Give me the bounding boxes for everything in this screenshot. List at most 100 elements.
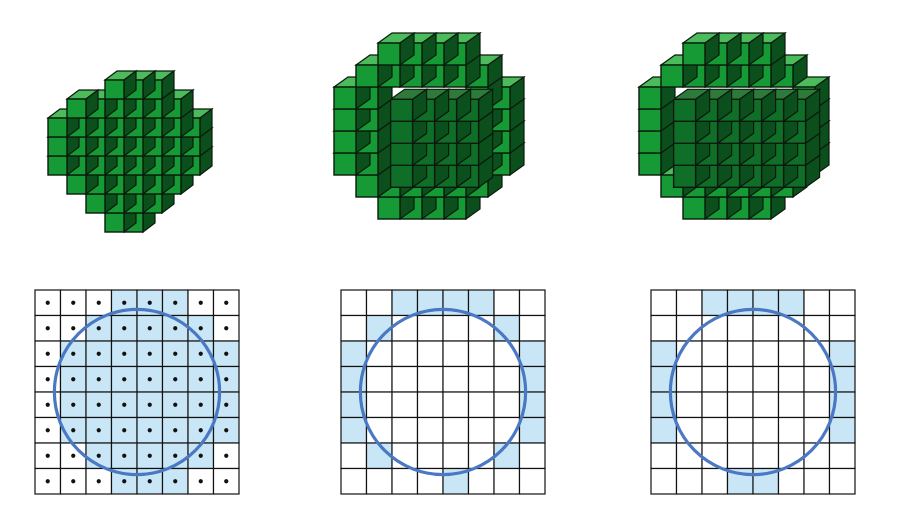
grid-cell-filled: [518, 416, 546, 444]
voxel-cube: [376, 31, 416, 67]
voxel-shape-thick-ring: [637, 31, 831, 221]
grid-cell: [442, 416, 470, 444]
grid-cell: [752, 314, 780, 342]
grid-filled: [34, 289, 240, 495]
grid-cell: [442, 365, 470, 393]
grid-cell: [467, 391, 495, 419]
grid-cell: [701, 467, 729, 495]
sample-dot: [198, 351, 203, 356]
grid-cell: [493, 467, 521, 495]
grid-cell: [416, 442, 444, 470]
sample-dot: [45, 479, 50, 484]
grid-cell: [391, 365, 419, 393]
grid-cell: [650, 289, 678, 317]
raster-grid-filled: [34, 289, 240, 495]
sample-dot: [147, 479, 152, 484]
grid-cell: [340, 467, 368, 495]
grid-cell: [416, 391, 444, 419]
sample-dot: [198, 453, 203, 458]
grid-cell: [777, 467, 805, 495]
grid-cell: [726, 365, 754, 393]
sample-dot: [96, 453, 101, 458]
grid-cell: [518, 467, 546, 495]
sample-dot: [122, 326, 127, 331]
grid-cell: [828, 289, 856, 317]
sample-dot: [173, 428, 178, 433]
grid-cell: [777, 365, 805, 393]
grid-cell: [442, 391, 470, 419]
sample-dot: [122, 453, 127, 458]
grid-cell-filled: [365, 442, 393, 470]
grid-cell-filled: [650, 340, 678, 368]
grid-cell: [365, 365, 393, 393]
sample-dot: [96, 402, 101, 407]
grid-cell: [726, 442, 754, 470]
grid-cell: [701, 340, 729, 368]
grid-cell: [752, 442, 780, 470]
sample-dot: [45, 300, 50, 305]
grid-cell: [416, 416, 444, 444]
grid-cell: [752, 365, 780, 393]
sample-dot: [71, 377, 76, 382]
grid-cell: [650, 467, 678, 495]
sample-dot: [71, 402, 76, 407]
grid-cell-filled: [777, 289, 805, 317]
sample-dot: [173, 453, 178, 458]
grid-cell: [365, 467, 393, 495]
sample-dot: [71, 300, 76, 305]
grid-cell: [752, 416, 780, 444]
sample-dot: [96, 377, 101, 382]
grid-cell: [675, 391, 703, 419]
sample-dot: [71, 326, 76, 331]
sample-dot: [122, 479, 127, 484]
grid-thin-ring: [340, 289, 546, 495]
sample-dot: [224, 402, 229, 407]
sample-dot: [224, 479, 229, 484]
sample-dot: [198, 428, 203, 433]
sample-dot: [45, 326, 50, 331]
grid-cell: [701, 391, 729, 419]
grid-cell: [416, 314, 444, 342]
sample-dot: [173, 377, 178, 382]
grid-cell: [391, 467, 419, 495]
voxel-cube: [103, 69, 138, 101]
sample-dot: [173, 351, 178, 356]
sample-dot: [122, 402, 127, 407]
grid-cell-filled: [701, 289, 729, 317]
voxel-cube: [681, 31, 721, 67]
sample-dot: [198, 326, 203, 331]
sample-dot: [198, 377, 203, 382]
sample-dot: [173, 402, 178, 407]
grid-cell: [726, 416, 754, 444]
grid-cell: [416, 365, 444, 393]
voxel-render-filled: [30, 50, 240, 250]
sample-dot: [71, 428, 76, 433]
grid-cell: [340, 289, 368, 317]
sample-dot: [122, 377, 127, 382]
sample-dot: [224, 453, 229, 458]
grid-cell: [828, 467, 856, 495]
grid-cell: [442, 340, 470, 368]
grid-cell: [726, 391, 754, 419]
grid-cell-filled: [467, 289, 495, 317]
grid-cell: [726, 314, 754, 342]
grid-cell: [416, 340, 444, 368]
sample-dot: [45, 428, 50, 433]
sample-dot: [96, 300, 101, 305]
circle-outline: [52, 307, 222, 477]
grid-cell: [391, 340, 419, 368]
grid-cell: [777, 391, 805, 419]
voxel-shape-filled: [46, 69, 214, 234]
sample-dot: [71, 479, 76, 484]
sample-dot: [173, 300, 178, 305]
grid-cell: [34, 340, 62, 368]
grid-cell: [442, 314, 470, 342]
voxel-cube-recessed: [671, 88, 712, 123]
voxel-shape-thin-ring: [332, 31, 526, 221]
grid-cell: [518, 314, 546, 342]
sample-dot: [71, 351, 76, 356]
grid-cell: [365, 289, 393, 317]
sample-dot: [198, 479, 203, 484]
sample-dot: [147, 377, 152, 382]
grid-cell-filled: [340, 416, 368, 444]
